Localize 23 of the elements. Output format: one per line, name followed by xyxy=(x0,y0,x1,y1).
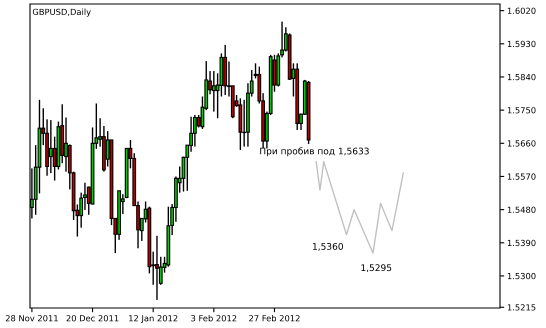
candlestick xyxy=(48,119,53,174)
annotation: 1,5360 xyxy=(312,242,343,251)
text: GBPUSD,Daily xyxy=(32,8,91,17)
candlestick xyxy=(212,70,216,112)
x-tick-label: 27 Feb 2012 xyxy=(249,314,300,322)
y-tick-label: 1.6020 xyxy=(508,8,536,14)
y-tick-label: 1.5215 xyxy=(508,304,536,311)
line-series xyxy=(315,161,404,254)
annotation: При пробив под 1,5633 xyxy=(260,147,369,156)
y-tick-label: 1.5390 xyxy=(508,240,536,246)
candlestick xyxy=(155,235,159,301)
x-tick-label: 3 Feb 2012 xyxy=(191,314,236,322)
x-tick-label: 28 Nov 2011 xyxy=(6,315,58,322)
y-tick-label: 1.5750 xyxy=(508,107,536,114)
annotation: 1,5295 xyxy=(361,264,392,272)
y-tick-label: 1.5930 xyxy=(508,40,536,48)
y-tick-label: 1.5480 xyxy=(508,206,536,213)
x-tick-label: 20 Dec 2011 xyxy=(66,315,118,322)
y-tick-label: 1.5300 xyxy=(508,272,536,280)
y-tick-label: 1.5570 xyxy=(508,173,536,180)
y-tick-label: 1.5840 xyxy=(508,74,536,80)
x-tick-label: 12 Jan 2012 xyxy=(129,315,178,323)
y-tick-label: 1.5660 xyxy=(508,140,536,147)
